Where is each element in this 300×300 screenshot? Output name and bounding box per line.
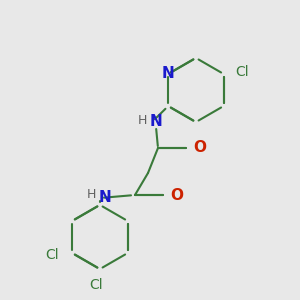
Text: N: N: [150, 115, 162, 130]
Text: Cl: Cl: [89, 278, 103, 292]
Text: H: H: [86, 188, 96, 202]
Text: Cl: Cl: [235, 65, 248, 79]
Text: O: O: [194, 140, 206, 155]
Text: N: N: [162, 67, 175, 82]
Text: Cl: Cl: [46, 248, 59, 262]
Text: O: O: [170, 188, 184, 202]
Text: H: H: [137, 113, 147, 127]
Text: N: N: [99, 190, 111, 206]
